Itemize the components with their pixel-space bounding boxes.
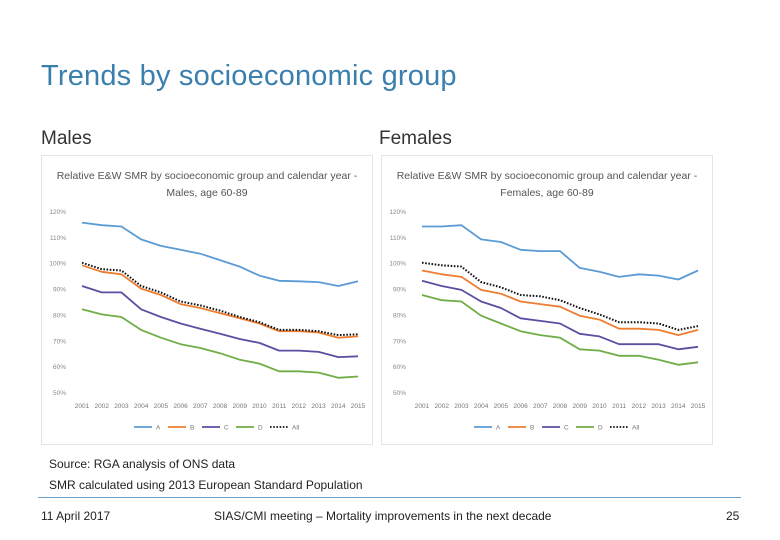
females-x-tick-label: 2002 [434, 403, 449, 410]
females-chart-title-line-2: Females, age 60-89 [500, 187, 594, 199]
males-legend-label-all: All [292, 425, 300, 432]
females-y-tick-label: 120% [389, 209, 406, 216]
females-x-tick-label: 2001 [415, 403, 430, 410]
females-legend-label-c: C [564, 425, 569, 432]
females-legend-label-b: B [530, 425, 534, 432]
females-series-a-line [422, 224, 699, 281]
females-series-c-line [421, 279, 699, 351]
males-x-tick-label: 2004 [134, 403, 149, 410]
males-x-tick-label: 2010 [252, 403, 267, 410]
females-label: Females [379, 128, 452, 149]
males-x-tick-label: 2003 [114, 403, 129, 410]
males-label: Males [41, 128, 92, 149]
males-legend-label-d: D [258, 425, 263, 432]
females-x-tick-label: 2005 [494, 403, 509, 410]
males-y-tick-label: 80% [53, 312, 66, 319]
females-x-tick-label: 2010 [592, 403, 607, 410]
females-chart-title-line-1: Relative E&W SMR by socioeconomic group … [397, 170, 698, 182]
females-x-tick-label: 2008 [553, 403, 568, 410]
females-legend-label-a: A [496, 425, 501, 432]
males-series-d-line [81, 308, 359, 379]
males-chart-frame: Relative E&W SMR by socioeconomic group … [41, 155, 373, 445]
females-y-tick-label: 80% [393, 312, 406, 319]
males-series-c-line [81, 285, 359, 359]
females-legend-label-all: All [632, 425, 640, 432]
males-series-a-line [81, 221, 359, 287]
females-x-tick-label: 2007 [533, 403, 548, 410]
males-series-b-line [81, 264, 359, 339]
males-x-tick-label: 2006 [173, 403, 188, 410]
females-series-b-line [421, 269, 699, 337]
females-chart-frame: Relative E&W SMR by socioeconomic group … [381, 155, 713, 445]
smr-note: SMR calculated using 2013 European Stand… [49, 478, 363, 492]
males-chart-title-line-1: Relative E&W SMR by socioeconomic group … [57, 170, 358, 182]
females-series-all-line [421, 261, 699, 331]
page-number: 25 [726, 509, 740, 523]
females-y-tick-label: 90% [393, 287, 406, 294]
males-x-tick-label: 2011 [272, 403, 286, 410]
males-y-tick-label: 60% [53, 364, 66, 371]
females-x-tick-label: 2009 [572, 403, 587, 410]
males-legend-label-a: A [156, 425, 161, 432]
females-y-tick-label: 70% [393, 338, 406, 345]
females-x-tick-label: 2012 [632, 403, 647, 410]
males-x-tick-label: 2012 [292, 403, 307, 410]
females-y-tick-label: 50% [393, 390, 406, 397]
females-x-tick-label: 2013 [651, 403, 666, 410]
females-x-tick-label: 2003 [454, 403, 469, 410]
males-x-tick-label: 2001 [75, 403, 90, 410]
males-chart: Relative E&W SMR by socioeconomic group … [49, 170, 366, 432]
males-x-tick-label: 2013 [311, 403, 326, 410]
males-legend-label-c: C [224, 425, 229, 432]
males-y-tick-label: 90% [53, 287, 66, 294]
females-y-tick-label: 100% [389, 261, 406, 268]
males-x-tick-label: 2002 [94, 403, 109, 410]
footer-divider [38, 497, 741, 498]
females-chart: Relative E&W SMR by socioeconomic group … [389, 170, 706, 432]
males-x-tick-label: 2009 [232, 403, 247, 410]
females-series-d-line [421, 294, 699, 366]
males-y-tick-label: 70% [53, 338, 66, 345]
males-x-tick-label: 2015 [351, 403, 366, 410]
males-x-tick-label: 2005 [154, 403, 169, 410]
males-chart-title-line-2: Males, age 60-89 [166, 187, 247, 199]
slide-title: Trends by socioeconomic group [41, 60, 457, 92]
females-x-tick-label: 2015 [691, 403, 706, 410]
source-note: Source: RGA analysis of ONS data [49, 457, 236, 471]
males-x-tick-label: 2007 [193, 403, 208, 410]
males-y-tick-label: 100% [49, 261, 66, 268]
males-y-tick-label: 50% [53, 390, 66, 397]
footer-meeting: SIAS/CMI meeting – Mortality improvement… [214, 509, 552, 523]
females-x-tick-label: 2004 [474, 403, 489, 410]
females-x-tick-label: 2006 [513, 403, 528, 410]
males-legend-label-b: B [190, 425, 194, 432]
males-y-tick-label: 110% [50, 235, 66, 242]
footer-date: 11 April 2017 [41, 509, 111, 523]
females-y-tick-label: 110% [390, 235, 406, 242]
females-x-tick-label: 2011 [612, 403, 626, 410]
females-legend-label-d: D [598, 425, 603, 432]
females-y-tick-label: 60% [393, 364, 406, 371]
males-series-all-line [81, 261, 359, 337]
males-y-tick-label: 120% [49, 209, 66, 216]
males-x-tick-label: 2014 [331, 403, 346, 410]
males-x-tick-label: 2008 [213, 403, 228, 410]
females-x-tick-label: 2014 [671, 403, 686, 410]
